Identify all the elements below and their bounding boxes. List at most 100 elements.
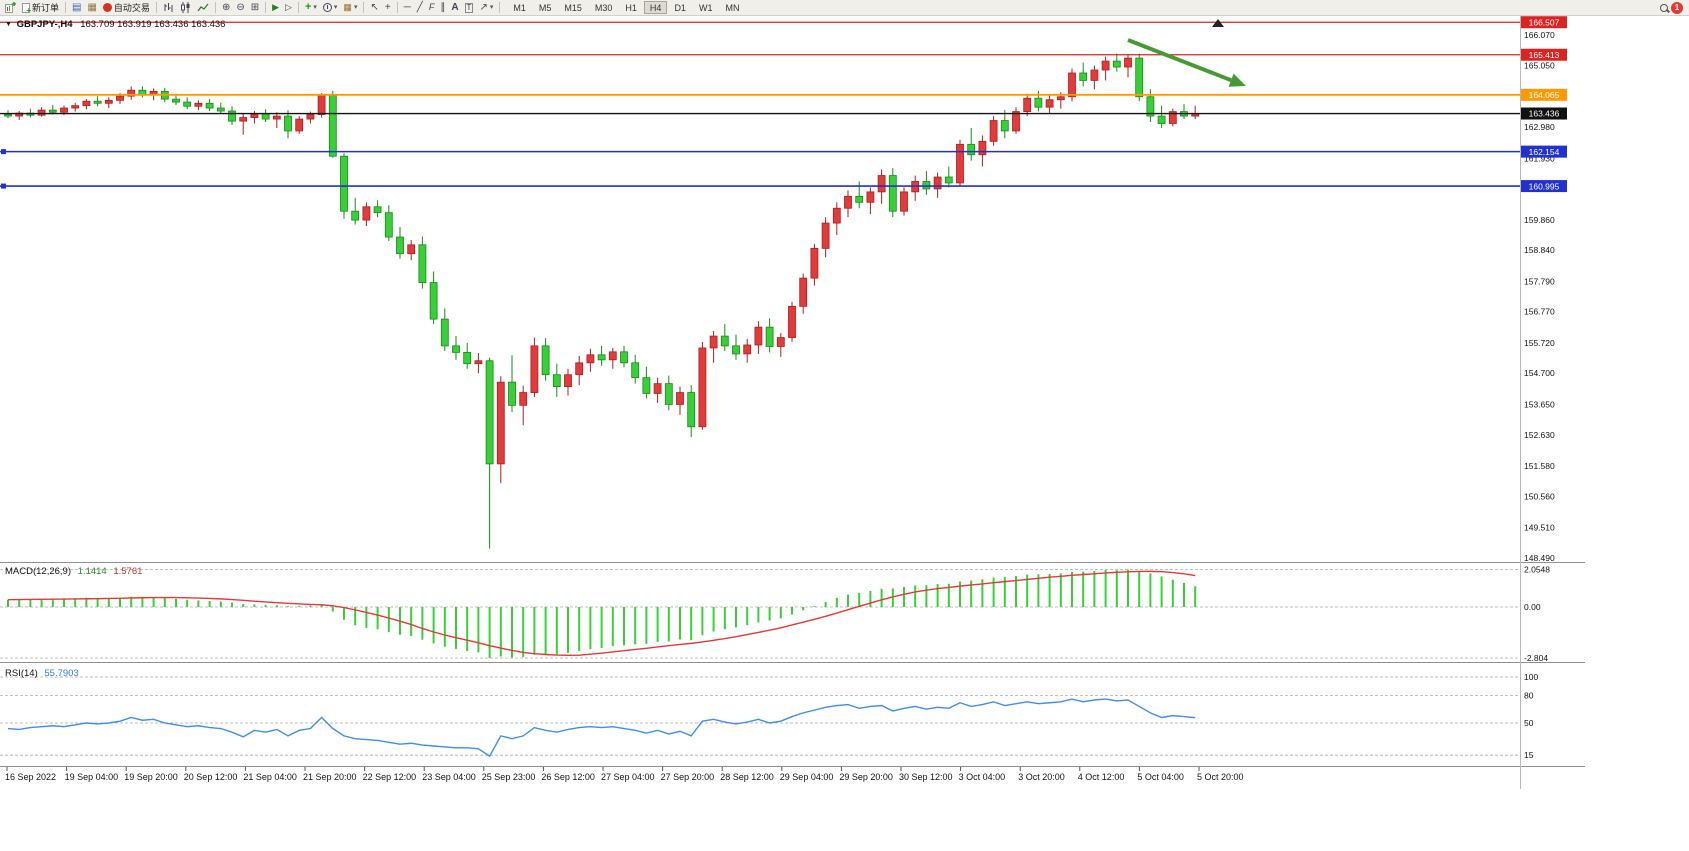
candle-body <box>216 107 225 112</box>
candle-body <box>564 374 572 388</box>
macd-indicator-label: MACD(12,26,9) 1.1414 1.5761 <box>5 566 142 577</box>
autotrading-icon <box>102 3 112 12</box>
search-button[interactable] <box>1657 1 1671 15</box>
candle-body <box>4 114 12 117</box>
price-chart-area[interactable] <box>0 15 1520 562</box>
fibonacci-button[interactable]: F <box>426 1 438 15</box>
candle-body <box>900 191 908 212</box>
line-handle[interactable] <box>1 149 6 155</box>
candle-body <box>272 115 281 120</box>
chart-shift-marker[interactable] <box>1212 19 1224 27</box>
price-axis-area[interactable] <box>1520 15 1580 767</box>
candle-body <box>440 318 449 347</box>
svg-text:100: 100 <box>1524 672 1538 682</box>
toolbar-separator <box>297 2 299 13</box>
indicators-button[interactable]: + ▾ <box>302 1 320 15</box>
svg-text:3 Oct 04:00: 3 Oct 04:00 <box>959 772 1006 782</box>
text-label-button[interactable]: T <box>462 1 477 15</box>
toolbar-separator <box>363 2 365 13</box>
timeframe-h1-button[interactable]: H1 <box>625 2 637 13</box>
toolbar-separator <box>155 2 157 13</box>
trendline-button[interactable]: ╱ <box>414 1 426 15</box>
tile-windows-button[interactable]: ⊞ <box>248 1 262 15</box>
auto-scroll-icon: ▶ <box>272 2 280 12</box>
candle-body <box>832 207 841 224</box>
candle-body <box>93 100 102 104</box>
horizontal-line-icon: ─ <box>403 1 411 13</box>
candle-body <box>485 360 494 465</box>
svg-text:5 Oct 20:00: 5 Oct 20:00 <box>1197 772 1244 782</box>
candlestick-type-button[interactable] <box>177 1 194 15</box>
charts-button[interactable]: ▤ <box>69 1 84 15</box>
arrows-button[interactable]: ↗ ▾ <box>476 1 496 15</box>
line-chart-icon <box>197 3 209 12</box>
candle-body <box>373 206 382 214</box>
time-axis-area[interactable] <box>0 767 1520 789</box>
periods-button[interactable]: ▾ <box>320 1 341 15</box>
timeframe-m5-button[interactable]: M5 <box>538 2 552 13</box>
templates-button[interactable]: ▦ ▾ <box>340 1 360 15</box>
line-chart-type-button[interactable] <box>194 1 212 15</box>
annotation-arrow-head[interactable] <box>1228 73 1246 87</box>
auto-scroll-button[interactable]: ▶ <box>269 1 282 15</box>
svg-text:158.840: 158.840 <box>1524 245 1555 255</box>
timeframe-mn-button[interactable]: MN <box>725 2 740 13</box>
candle-body <box>1146 96 1155 117</box>
price-badge <box>1521 145 1567 158</box>
candle-body <box>597 354 606 361</box>
notification-badge[interactable]: 1 <box>1671 1 1683 14</box>
macd-signal-line <box>7 570 1196 657</box>
timeframe-w1-button[interactable]: W1 <box>698 2 713 13</box>
candle-body <box>877 175 886 193</box>
chart-shift-button[interactable]: ▷ <box>282 1 295 15</box>
timeframe-m1-button[interactable]: M1 <box>513 2 526 13</box>
candle-body <box>396 236 404 255</box>
horizontal-line-button[interactable]: ─ <box>401 1 414 15</box>
zoom-out-button[interactable]: ⊖ <box>233 1 247 15</box>
timeframe-m15-button[interactable]: M15 <box>564 2 582 13</box>
candle-body <box>239 117 248 122</box>
candle-body <box>250 113 259 118</box>
price-badge <box>1521 16 1567 29</box>
collapse-arrow-icon[interactable]: ▼ <box>5 21 12 28</box>
price-badge <box>1521 107 1567 120</box>
annotation-arrow-line[interactable] <box>1127 38 1232 83</box>
chart-title: ▼ GBPJPY-,H4 163.709 163.919 163.436 163… <box>5 19 225 30</box>
bar-chart-type-button[interactable] <box>160 1 177 15</box>
text-icon: A <box>451 1 459 13</box>
candle-body <box>317 94 326 115</box>
chevron-down-icon: ▾ <box>333 4 338 11</box>
candle-body <box>687 392 696 428</box>
macd-label: MACD(12,26,9) <box>5 566 71 577</box>
new-order-button[interactable]: 新订单 <box>19 1 62 15</box>
fibonacci-icon: F <box>428 2 435 12</box>
rsi-panel-area[interactable] <box>0 664 1520 767</box>
autotrading-button[interactable]: 自动交易 <box>100 1 153 15</box>
timeframe-m30-button[interactable]: M30 <box>594 2 613 13</box>
svg-text:28 Sep 12:00: 28 Sep 12:00 <box>720 772 774 782</box>
svg-text:165.413: 165.413 <box>1529 50 1560 60</box>
timeframe-d1-button[interactable]: D1 <box>674 2 686 13</box>
macd-value: 1.1414 <box>77 566 107 577</box>
candle-body <box>1135 57 1144 98</box>
new-order-icon <box>22 2 31 15</box>
svg-text:3 Oct 20:00: 3 Oct 20:00 <box>1018 772 1065 782</box>
candle-body <box>743 344 752 355</box>
candle-body <box>463 352 472 365</box>
candle-body <box>620 351 628 364</box>
channel-button[interactable]: ∥ <box>437 1 448 15</box>
svg-text:80: 80 <box>1524 690 1534 700</box>
cursor-button[interactable]: ↖ <box>367 1 381 15</box>
macd-panel-area[interactable] <box>0 564 1520 662</box>
line-handle[interactable] <box>1 183 6 189</box>
new-chart-button[interactable] <box>2 1 19 15</box>
profiles-button[interactable]: ▦ <box>84 1 99 15</box>
crosshair-button[interactable]: + <box>382 1 394 15</box>
svg-text:25 Sep 23:00: 25 Sep 23:00 <box>482 772 536 782</box>
candle-body <box>698 347 707 428</box>
zoom-in-button[interactable]: ⊕ <box>219 1 233 15</box>
candle-body <box>933 176 942 190</box>
text-button[interactable]: A <box>448 1 461 15</box>
timeframe-h4-button[interactable]: H4 <box>643 1 668 14</box>
